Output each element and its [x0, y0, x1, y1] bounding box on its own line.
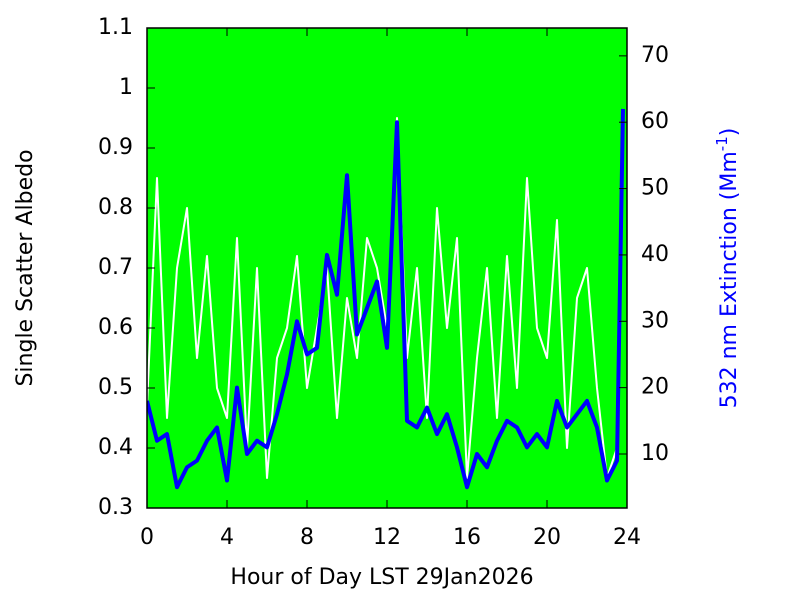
x-tick-label: 4 — [220, 525, 234, 550]
y2-label-main: 532 nm Extinction (Mm — [717, 151, 742, 408]
y2-tick-label: 20 — [641, 375, 669, 400]
plot-area — [147, 28, 627, 508]
plot-lines — [147, 108, 625, 490]
y-axis-label: Single Scatter Albedo — [13, 149, 38, 386]
y-tick-label: 1.1 — [98, 15, 133, 40]
y-tick-label: 0.8 — [98, 195, 133, 220]
y-tick-label: 1 — [119, 75, 133, 100]
x-tick-label: 16 — [453, 525, 481, 550]
y2-tick-label: 30 — [641, 308, 669, 333]
x-tick-label: 24 — [613, 525, 641, 550]
y2-axis-label: 532 nm Extinction (Mm-1) — [713, 128, 743, 409]
x-tick-label: 0 — [140, 525, 154, 550]
y-tick-label: 0.9 — [98, 135, 133, 160]
y2-tick-label: 10 — [641, 441, 669, 466]
y2-label-sup: -1 — [713, 136, 731, 151]
x-tick-label: 20 — [533, 525, 561, 550]
x-axis-label: Hour of Day LST 29Jan2026 — [230, 565, 533, 590]
y-tick-label: 0.4 — [98, 435, 133, 460]
y-tick-label: 0.5 — [98, 375, 133, 400]
y2-label-end: ) — [717, 128, 742, 137]
y-tick-label: 0.3 — [98, 495, 133, 520]
y-tick-label: 0.7 — [98, 255, 133, 280]
y-tick-label: 0.6 — [98, 315, 133, 340]
y2-tick-label: 70 — [641, 43, 669, 68]
series-line — [147, 108, 625, 490]
y2-tick-label: 50 — [641, 176, 669, 201]
y2-tick-label: 40 — [641, 242, 669, 267]
y2-tick-label: 60 — [641, 109, 669, 134]
x-tick-label: 8 — [300, 525, 314, 550]
x-tick-label: 12 — [373, 525, 401, 550]
